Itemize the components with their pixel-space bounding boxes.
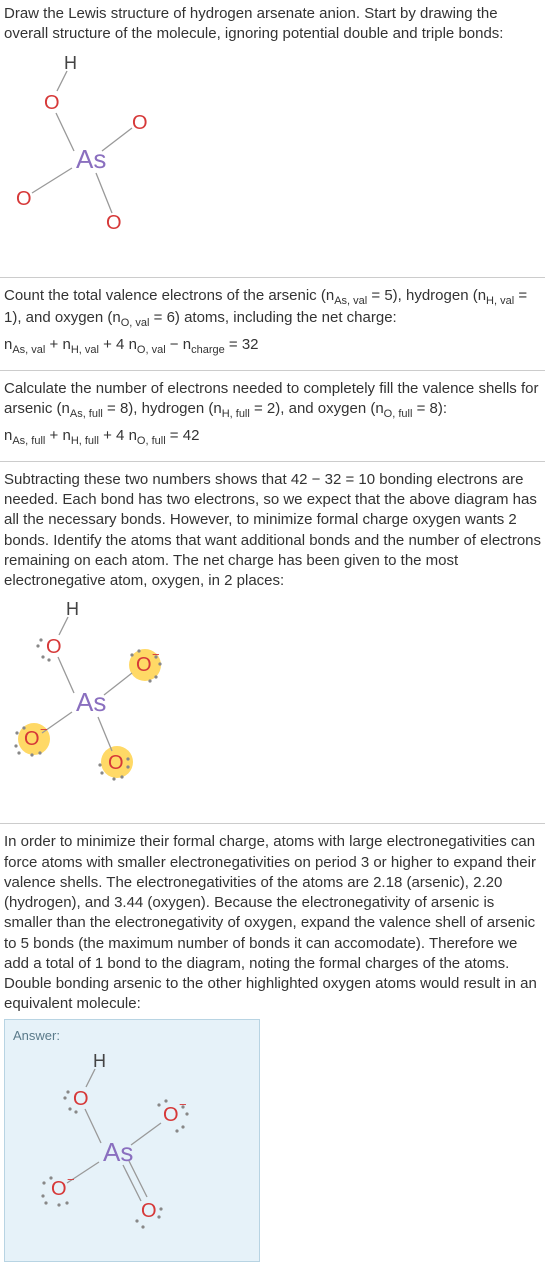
bond <box>104 673 132 695</box>
atom-o: O <box>46 636 62 658</box>
sub: O, full <box>384 408 413 420</box>
atom-as: As <box>103 1137 133 1167</box>
divider <box>0 461 545 462</box>
t: − <box>166 336 183 353</box>
bond <box>102 128 132 151</box>
atom-o: O <box>44 92 60 114</box>
sub: As, full <box>70 408 103 420</box>
t: + <box>45 336 62 353</box>
molecule-diagram-2: As O H O − O − O <box>4 599 541 803</box>
step2-equation: nAs, val + nH, val + 4 nO, val − ncharge… <box>4 335 541 358</box>
t: 4 <box>116 336 129 353</box>
intro-text: Draw the Lewis structure of hydrogen ars… <box>4 4 541 45</box>
t: = 32 <box>225 336 259 353</box>
charge-minus: − <box>152 647 160 662</box>
t: = 5), hydrogen (n <box>367 287 486 304</box>
atom-o: O <box>106 212 122 234</box>
t: n <box>62 336 70 353</box>
atom-o: O <box>163 1104 179 1126</box>
bond <box>96 173 112 213</box>
atom-o: O <box>16 188 32 210</box>
t: n <box>62 427 70 444</box>
sub: O, full <box>137 435 166 447</box>
sub: charge <box>191 344 225 356</box>
answer-label: Answer: <box>13 1028 251 1043</box>
t: + <box>99 336 116 353</box>
atom-o: O <box>136 654 152 676</box>
atom-h: H <box>93 1051 106 1071</box>
sub: As, val <box>12 344 45 356</box>
divider <box>0 823 545 824</box>
bond <box>85 1109 101 1143</box>
atom-o: O <box>73 1088 89 1110</box>
t: n <box>129 427 137 444</box>
t: = 42 <box>166 427 200 444</box>
charge-minus: − <box>67 1172 75 1187</box>
sub: H, full <box>71 435 99 447</box>
atom-as: As <box>76 144 106 174</box>
sub: As, full <box>12 435 45 447</box>
t: n <box>129 336 137 353</box>
t: 4 <box>116 427 129 444</box>
t: + <box>45 427 62 444</box>
atom-o: O <box>132 112 148 134</box>
t: = 2), and oxygen (n <box>250 400 384 417</box>
atom-o: O <box>51 1178 67 1200</box>
bond <box>59 617 68 635</box>
sub: O, val <box>137 344 166 356</box>
bond <box>98 717 112 751</box>
step2-text: Count the total valence electrons of the… <box>4 286 541 332</box>
step5-text: In order to minimize their formal charge… <box>4 832 541 1014</box>
molecule-diagram-1: As O H O O O <box>4 53 541 257</box>
atom-h: H <box>66 599 79 619</box>
t: + <box>99 427 116 444</box>
bond <box>123 1165 141 1201</box>
molecule-diagram-answer: As O H O − O <box>13 1051 251 1245</box>
bond <box>57 71 67 91</box>
atom-o: O <box>141 1200 157 1222</box>
bond <box>58 657 74 693</box>
atom-o: O <box>24 728 40 750</box>
atom-as: As <box>76 687 106 717</box>
step4-text: Subtracting these two numbers shows that… <box>4 470 541 592</box>
sub: As, val <box>334 295 367 307</box>
sub: H, full <box>222 408 250 420</box>
sub: H, val <box>486 295 514 307</box>
bond <box>131 1123 161 1145</box>
charge-minus: − <box>40 722 48 737</box>
bond <box>86 1069 95 1087</box>
t: = 6) atoms, including the net charge: <box>149 309 396 326</box>
bond <box>32 168 72 193</box>
sub: O, val <box>121 317 150 329</box>
answer-box: Answer: As O H O − <box>4 1019 260 1262</box>
step3-text: Calculate the number of electrons needed… <box>4 379 541 422</box>
t: Count the total valence electrons of the… <box>4 287 334 304</box>
sub: H, val <box>71 344 99 356</box>
t: = 8): <box>412 400 447 417</box>
atom-o: O <box>108 752 124 774</box>
bond <box>129 1161 147 1197</box>
t: n <box>183 336 191 353</box>
t: = 8), hydrogen (n <box>103 400 222 417</box>
charge-minus: − <box>179 1097 187 1112</box>
divider <box>0 370 545 371</box>
step3-equation: nAs, full + nH, full + 4 nO, full = 42 <box>4 426 541 449</box>
divider <box>0 277 545 278</box>
atom-h: H <box>64 53 77 73</box>
bond <box>56 113 74 151</box>
